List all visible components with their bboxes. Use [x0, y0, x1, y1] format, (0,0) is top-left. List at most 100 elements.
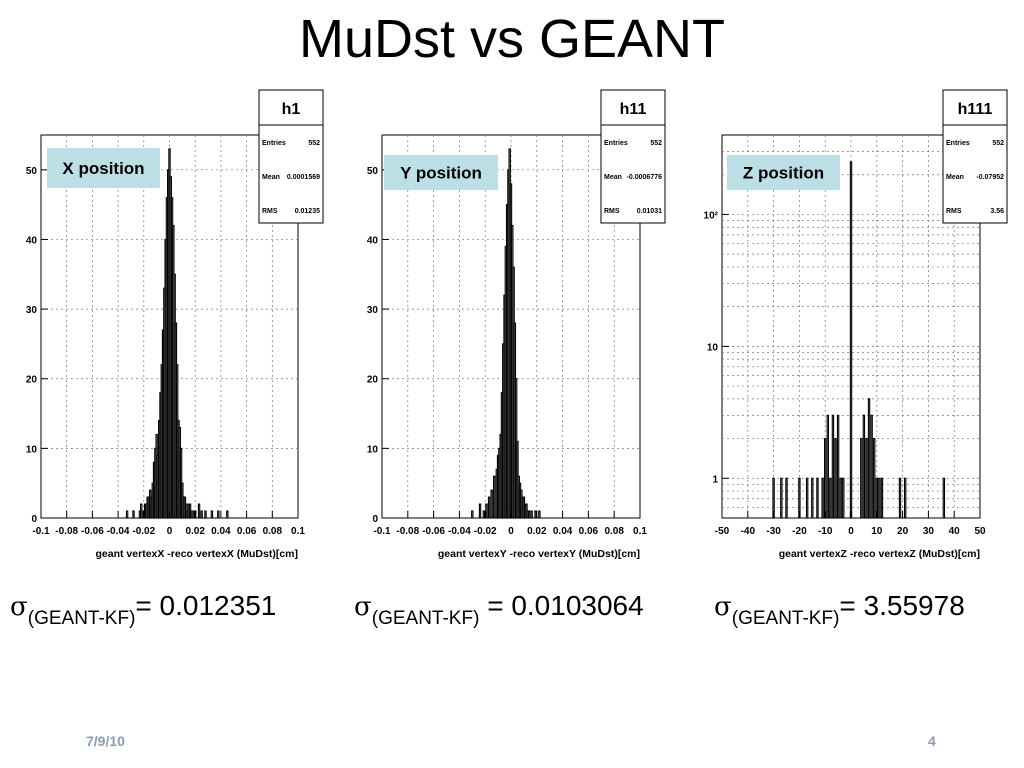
x-tick-label: -0.02 — [474, 526, 497, 537]
histogram-bin — [226, 510, 229, 519]
position-label-box — [727, 155, 840, 190]
x-tick-label: -0.04 — [448, 526, 471, 537]
histogram-bin — [478, 503, 482, 519]
x-tick-label: 0.04 — [553, 526, 573, 537]
x-tick-label: -20 — [792, 526, 807, 537]
footer-page-number: 4 — [928, 733, 936, 749]
histogram-bin — [811, 477, 814, 519]
histogram-bin — [534, 510, 537, 519]
x-tick-label: 40 — [949, 526, 961, 537]
x-tick-label: 0 — [167, 526, 173, 537]
sigma-y-result: σ(GEANT-KF) = 0.0103064 — [354, 590, 644, 629]
histogram-bin — [191, 510, 194, 519]
histogram-bin — [834, 438, 837, 519]
stats-value: 552 — [992, 140, 1004, 147]
stats-value: 552 — [650, 140, 662, 147]
histogram-bin — [824, 438, 827, 519]
histogram-bin — [210, 510, 214, 519]
y-tick-label: 30 — [26, 305, 38, 316]
stats-box — [258, 89, 324, 224]
stats-box — [600, 89, 666, 224]
histogram-bin — [482, 510, 486, 519]
x-tick-label: 30 — [923, 526, 935, 537]
x-tick-label: -0.1 — [32, 526, 50, 537]
x-tick-label: -0.08 — [396, 526, 419, 537]
stats-value: 0.0001569 — [287, 174, 320, 181]
x-tick-label: 0.02 — [185, 526, 205, 537]
x-tick-label: -0.04 — [107, 526, 130, 537]
histogram-bin — [903, 477, 907, 519]
x-tick-label: 0.02 — [527, 526, 547, 537]
histogram-bin — [125, 510, 129, 519]
y-tick-label: 50 — [26, 166, 38, 177]
histogram-bin — [530, 510, 533, 519]
stats-value: -0.0006776 — [627, 174, 663, 181]
x-tick-label: 0.1 — [291, 526, 305, 537]
y-tick-label: 40 — [26, 235, 38, 246]
y-tick-label: 20 — [367, 375, 379, 386]
histogram-bin — [821, 477, 824, 519]
histogram-bin — [197, 503, 201, 519]
x-tick-label: -50 — [715, 526, 730, 537]
sigma-subscript: (GEANT-KF) — [27, 608, 136, 629]
x-tick-label: 0.04 — [211, 526, 231, 537]
stats-value: 552 — [308, 140, 320, 147]
x-tick-label: -0.1 — [373, 526, 391, 537]
histogram-bin — [204, 510, 207, 519]
x-tick-label: -30 — [766, 526, 781, 537]
histogram-bin — [836, 414, 840, 519]
x-tick-label: -40 — [741, 526, 756, 537]
stats-label: RMS — [604, 208, 620, 215]
histogram-bin — [780, 477, 783, 519]
x-tick-label: 50 — [974, 526, 986, 537]
y-tick-label: 0 — [31, 514, 37, 525]
stats-value: 0.01235 — [295, 208, 320, 215]
stats-box — [942, 89, 1008, 224]
histogram-bin — [785, 477, 788, 519]
y-tick-label: 10² — [704, 210, 719, 221]
sigma-x-result: σ(GEANT-KF)= 0.012351 — [10, 590, 277, 629]
histogram-bin — [870, 414, 873, 519]
histogram-bin — [200, 510, 203, 519]
x-axis-title: geant vertexX -reco vertexX (MuDst)[cm] — [96, 548, 298, 560]
histogram-bin — [942, 477, 946, 519]
sigma-value: = 0.012351 — [135, 590, 277, 621]
x-tick-label: 20 — [897, 526, 909, 537]
stats-value: 3.56 — [990, 208, 1004, 215]
x-tick-label: -10 — [818, 526, 833, 537]
histogram-bin — [805, 477, 809, 519]
histogram-bin — [849, 161, 853, 519]
histogram-bin — [485, 503, 488, 519]
x-axis-title: geant vertexZ -reco vertexZ (MuDst)[cm] — [779, 548, 980, 560]
stats-title: h11 — [620, 101, 647, 118]
histogram-bin — [471, 510, 474, 519]
sigma-symbol: σ — [714, 592, 732, 622]
x-tick-label: 10 — [871, 526, 883, 537]
sigma-symbol: σ — [354, 592, 372, 622]
x-tick-label: 0 — [848, 526, 854, 537]
y-tick-label: 1 — [712, 474, 718, 485]
x-axis-title: geant vertexY -reco vertexY (MuDst)[cm] — [438, 548, 640, 560]
histogram-bin — [831, 414, 835, 519]
stats-label: Mean — [604, 174, 622, 181]
histogram-bin — [898, 477, 902, 519]
y-tick-label: 10 — [367, 444, 379, 455]
sigma-symbol: σ — [10, 592, 28, 622]
histogram-bin — [842, 477, 845, 519]
histogram-bin — [132, 510, 135, 519]
sigma-z-result: σ(GEANT-KF)= 3.55978 — [714, 590, 965, 629]
y-tick-label: 30 — [367, 305, 379, 316]
y-tick-label: 20 — [26, 375, 38, 386]
histogram-bin — [527, 510, 531, 519]
y-tick-label: 10 — [707, 342, 719, 353]
histogram-bin — [816, 477, 819, 519]
histogram-bin — [493, 475, 496, 519]
position-label: X position — [62, 159, 144, 178]
histogram-bin — [490, 489, 493, 519]
histogram-bin — [862, 414, 866, 519]
histogram-bin — [839, 477, 842, 519]
y-tick-label: 40 — [367, 235, 379, 246]
